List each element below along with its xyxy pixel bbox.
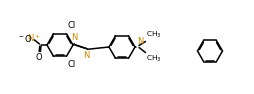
Text: N: N [137,37,143,46]
Text: Cl: Cl [68,21,76,30]
Text: $^-$O: $^-$O [17,33,32,44]
Text: N: N [71,33,77,42]
Text: Cl: Cl [68,60,76,69]
Text: CH$_3$: CH$_3$ [146,53,161,64]
Text: CH$_3$: CH$_3$ [146,30,161,41]
Text: O: O [35,53,42,62]
Text: N: N [83,51,89,60]
Text: N$^+$: N$^+$ [27,33,41,44]
